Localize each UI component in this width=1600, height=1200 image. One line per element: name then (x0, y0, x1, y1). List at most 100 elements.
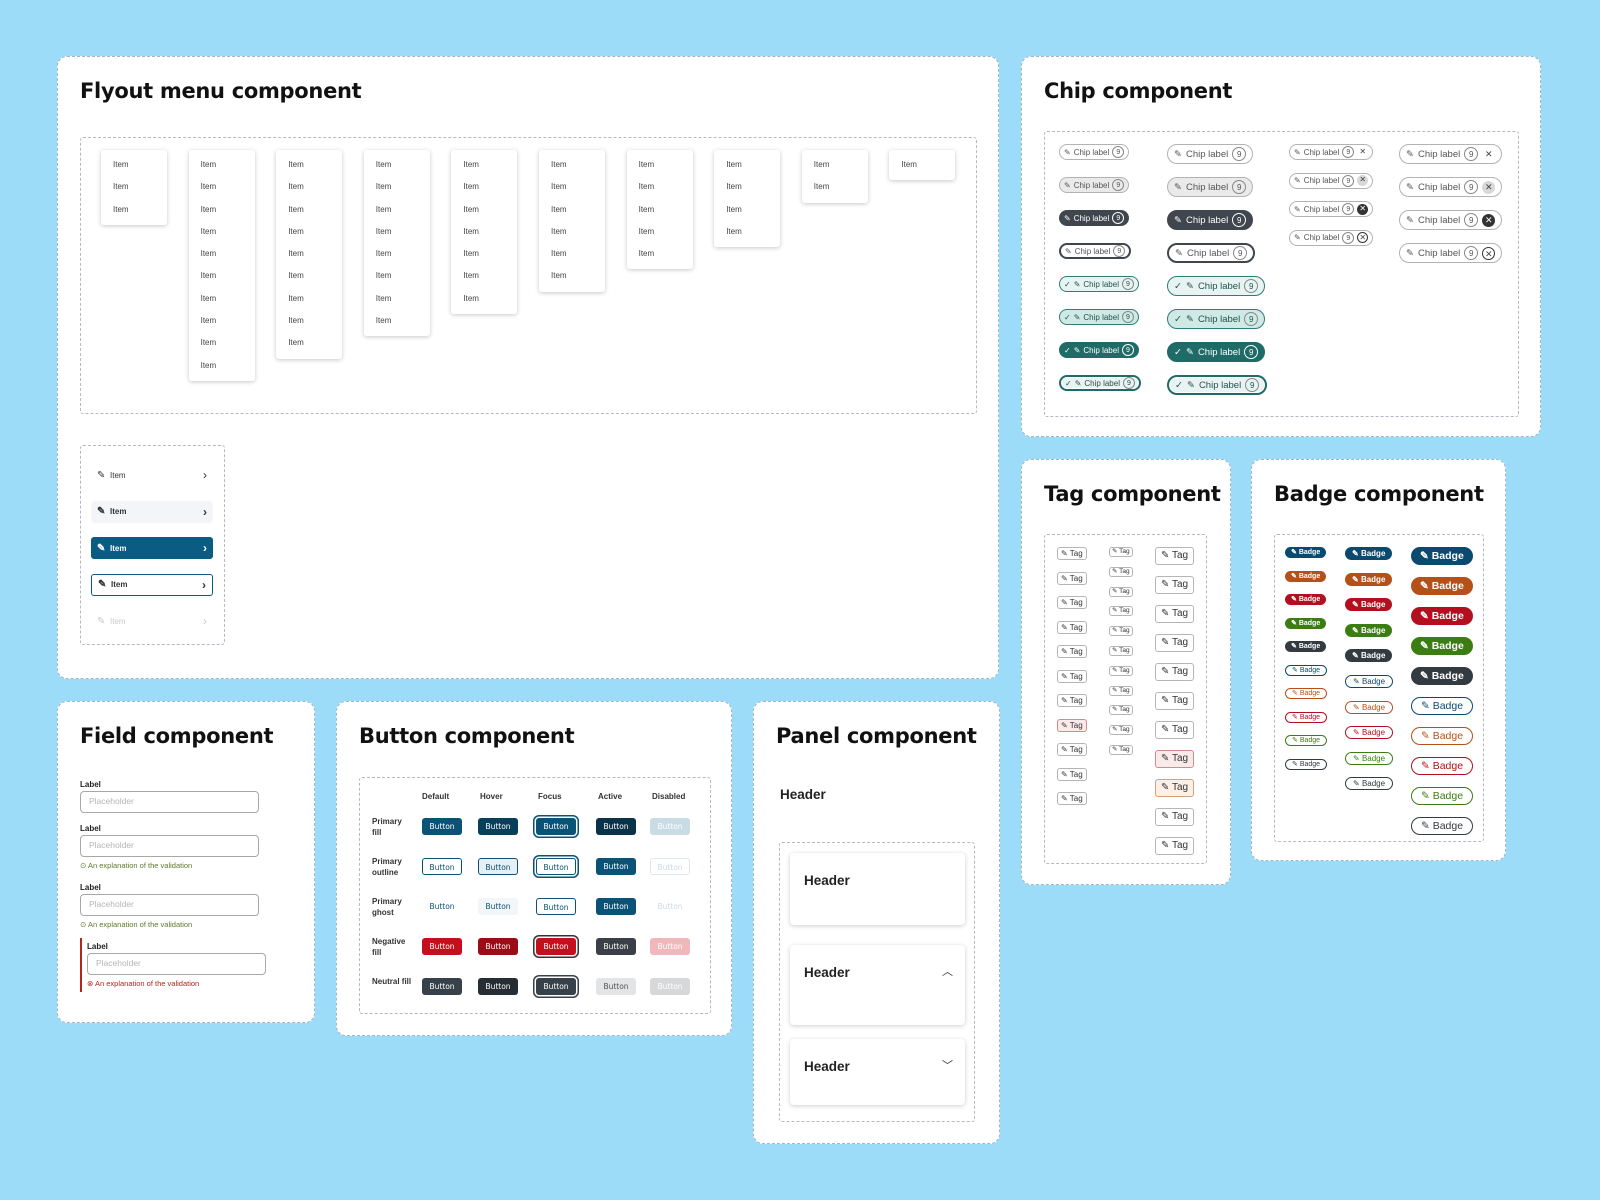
button[interactable]: Button (536, 938, 576, 955)
menu-item[interactable]: Item (463, 182, 479, 192)
menu-item[interactable]: Item (901, 160, 917, 169)
button[interactable]: Button (422, 858, 462, 875)
button[interactable]: Button (478, 858, 518, 875)
menu-item[interactable]: Item (200, 226, 217, 236)
chevron-up-icon[interactable]: ︿ (942, 966, 953, 978)
chip[interactable]: ✎ Chip label 9 (1167, 243, 1256, 263)
menu-item[interactable]: Item (288, 204, 304, 214)
chip[interactable]: ✓ ✎ Chip label 9 (1167, 309, 1266, 329)
menu-item[interactable]: Item (200, 360, 217, 370)
chip[interactable]: ✎ Chip label 9 (1059, 243, 1132, 259)
menu-item[interactable]: Item (726, 204, 742, 214)
chevron-down-icon[interactable]: ﹀ (942, 1060, 953, 1072)
menu-item[interactable]: Item (200, 160, 217, 169)
menu-item[interactable]: Item (463, 249, 479, 259)
button[interactable]: Button (478, 978, 518, 995)
menu-item[interactable]: Item (638, 204, 655, 214)
menu-item[interactable]: Item (638, 249, 655, 259)
panel-expandable[interactable]: Header ︿ (790, 945, 965, 1025)
menu-item[interactable]: Item (375, 293, 392, 303)
chip[interactable]: ✎ Chip label 9 (1167, 177, 1254, 197)
text-field[interactable]: Placeholder (80, 894, 259, 916)
button[interactable]: Button (596, 858, 636, 875)
menu-item[interactable]: Item (288, 293, 304, 303)
button[interactable]: Button (422, 818, 462, 835)
menu-item[interactable]: Item (288, 226, 304, 236)
menu-item[interactable]: Item (551, 226, 567, 236)
chip[interactable]: ✎ Chip label 9 (1059, 210, 1130, 226)
menu-row-hover[interactable]: ✎ Item › (91, 500, 213, 523)
menu-item[interactable]: Item (551, 204, 567, 214)
button[interactable]: Button (422, 938, 462, 955)
button[interactable]: Button (536, 858, 576, 875)
menu-item[interactable]: Item (375, 226, 392, 236)
menu-item[interactable]: Item (375, 316, 392, 326)
button[interactable]: Button (478, 818, 518, 835)
menu-item[interactable]: Item (813, 160, 830, 169)
button[interactable]: Button (429, 902, 455, 911)
chip[interactable]: ✎ Chip label 9 ✕ (1289, 229, 1374, 246)
chip[interactable]: ✎ Chip label 9 ✕ (1399, 177, 1503, 197)
menu-item[interactable]: Item (375, 160, 392, 169)
menu-row-active[interactable]: ✎ Item › (91, 537, 213, 559)
close-icon[interactable]: ✕ (1357, 232, 1369, 243)
menu-item[interactable]: Item (463, 271, 479, 281)
chip[interactable]: ✓ ✎ Chip label 9 (1059, 342, 1139, 358)
button[interactable]: Button (478, 938, 518, 955)
chip[interactable]: ✎ Chip label 9 ✕ (1289, 201, 1374, 217)
chip[interactable]: ✓ ✎ Chip label 9 (1059, 276, 1139, 292)
button[interactable]: Button (422, 978, 462, 995)
chip[interactable]: ✎ Chip label 9 (1059, 177, 1130, 193)
menu-item[interactable]: Item (551, 271, 567, 281)
menu-item[interactable]: Item (200, 338, 217, 348)
text-field[interactable]: Placeholder (80, 835, 259, 857)
button[interactable]: Button (596, 938, 636, 955)
menu-item[interactable]: Item (113, 160, 129, 169)
menu-item[interactable]: Item (113, 182, 129, 192)
close-icon[interactable]: ✕ (1359, 146, 1367, 156)
chip[interactable]: ✓ ✎ Chip label 9 (1167, 375, 1268, 395)
menu-item[interactable]: Item (375, 249, 392, 259)
menu-item[interactable]: Item (726, 226, 742, 236)
menu-item[interactable]: Item (463, 204, 479, 214)
menu-item[interactable]: Item (113, 204, 129, 214)
menu-item[interactable]: Item (200, 316, 217, 326)
chip[interactable]: ✎ Chip label 9 (1059, 144, 1130, 160)
menu-item[interactable]: Item (463, 226, 479, 236)
menu-item[interactable]: Item (638, 160, 655, 169)
button[interactable]: Button (596, 818, 636, 835)
menu-item[interactable]: Item (375, 204, 392, 214)
chip[interactable]: ✓ ✎ Chip label 9 (1059, 375, 1141, 391)
menu-row-default[interactable]: ✎ Item › (91, 464, 213, 486)
button[interactable]: Button (536, 818, 576, 835)
close-icon[interactable]: ✕ (1484, 148, 1493, 159)
chip[interactable]: ✎ Chip label 9 ✕ (1289, 172, 1374, 189)
menu-item[interactable]: Item (200, 182, 217, 192)
menu-item[interactable]: Item (638, 226, 655, 236)
text-field-error[interactable]: Placeholder (87, 953, 266, 975)
menu-item[interactable]: Item (463, 160, 479, 169)
chip[interactable]: ✎ Chip label 9 (1167, 210, 1254, 230)
chip[interactable]: ✎ Chip label 9 ✕ (1399, 243, 1503, 263)
menu-item[interactable]: Item (726, 160, 742, 169)
chip[interactable]: ✓ ✎ Chip label 9 (1167, 276, 1266, 296)
menu-item[interactable]: Item (726, 182, 742, 192)
menu-item[interactable]: Item (288, 249, 304, 259)
close-icon[interactable]: ✕ (1357, 203, 1369, 215)
menu-item[interactable]: Item (200, 204, 217, 214)
button[interactable]: Button (536, 978, 576, 995)
close-icon[interactable]: ✕ (1482, 213, 1496, 227)
menu-item[interactable]: Item (638, 182, 655, 192)
menu-item[interactable]: Item (551, 160, 567, 169)
close-icon[interactable]: ✕ (1357, 175, 1369, 186)
menu-item[interactable]: Item (288, 271, 304, 281)
menu-item[interactable]: Item (200, 249, 217, 259)
menu-item[interactable]: Item (813, 182, 830, 192)
menu-item[interactable]: Item (375, 271, 392, 281)
menu-item[interactable]: Item (288, 182, 304, 192)
button[interactable]: Button (596, 978, 636, 995)
menu-row-focus[interactable]: ✎ Item › (91, 573, 213, 596)
menu-item[interactable]: Item (288, 160, 304, 169)
close-icon[interactable]: ✕ (1482, 180, 1496, 194)
menu-item[interactable]: Item (288, 316, 304, 326)
